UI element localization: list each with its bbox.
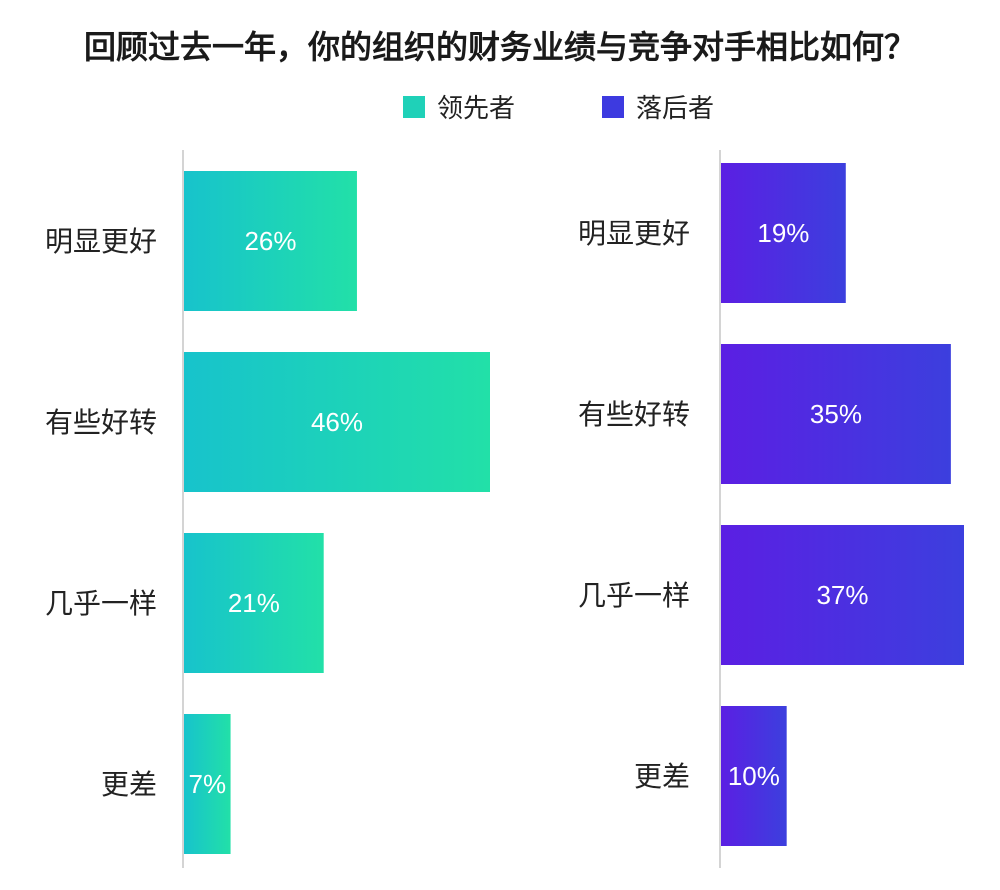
category-label-leaders-1: 有些好转 [45, 406, 157, 439]
value-label-leaders-0: 26% [244, 226, 296, 256]
legend-item-laggards: 落后者 [602, 88, 714, 125]
bar-leaders-3 [184, 714, 231, 854]
value-label-leaders-2: 21% [228, 588, 280, 618]
bar-leaders-1 [184, 352, 490, 492]
category-label-laggards-1: 有些好转 [578, 398, 690, 431]
category-label-leaders-2: 几乎一样 [45, 587, 157, 620]
category-label-laggards-3: 更差 [634, 760, 690, 793]
value-label-laggards-1: 35% [810, 399, 862, 429]
bar-laggards-3 [721, 706, 787, 846]
bar-leaders-2 [184, 533, 324, 673]
category-label-laggards-2: 几乎一样 [578, 579, 690, 612]
bar-leaders-0 [184, 171, 357, 311]
value-label-laggards-0: 19% [757, 218, 809, 248]
bar-laggards-1 [721, 344, 951, 484]
category-label-leaders-3: 更差 [101, 768, 157, 801]
legend-item-leaders: 领先者 [403, 88, 515, 125]
value-label-laggards-3: 10% [728, 761, 780, 791]
legend-label-leaders: 领先者 [437, 94, 516, 124]
bar-laggards-0 [721, 163, 846, 303]
chart-title: 回顾过去一年，你的组织的财务业绩与竞争对手相比如何？ [83, 28, 916, 66]
legend: 领先者 落后者 [0, 88, 1000, 128]
legend-swatch-leaders [403, 95, 425, 118]
bar-laggards-2 [721, 525, 964, 665]
value-label-laggards-2: 37% [816, 580, 868, 610]
legend-label-laggards: 落后者 [636, 94, 715, 124]
category-label-leaders-0: 明显更好 [45, 225, 157, 258]
category-label-laggards-0: 明显更好 [578, 217, 690, 250]
value-label-leaders-3: 7% [188, 769, 226, 799]
value-label-leaders-1: 46% [311, 407, 363, 437]
legend-swatch-laggards [602, 95, 624, 118]
